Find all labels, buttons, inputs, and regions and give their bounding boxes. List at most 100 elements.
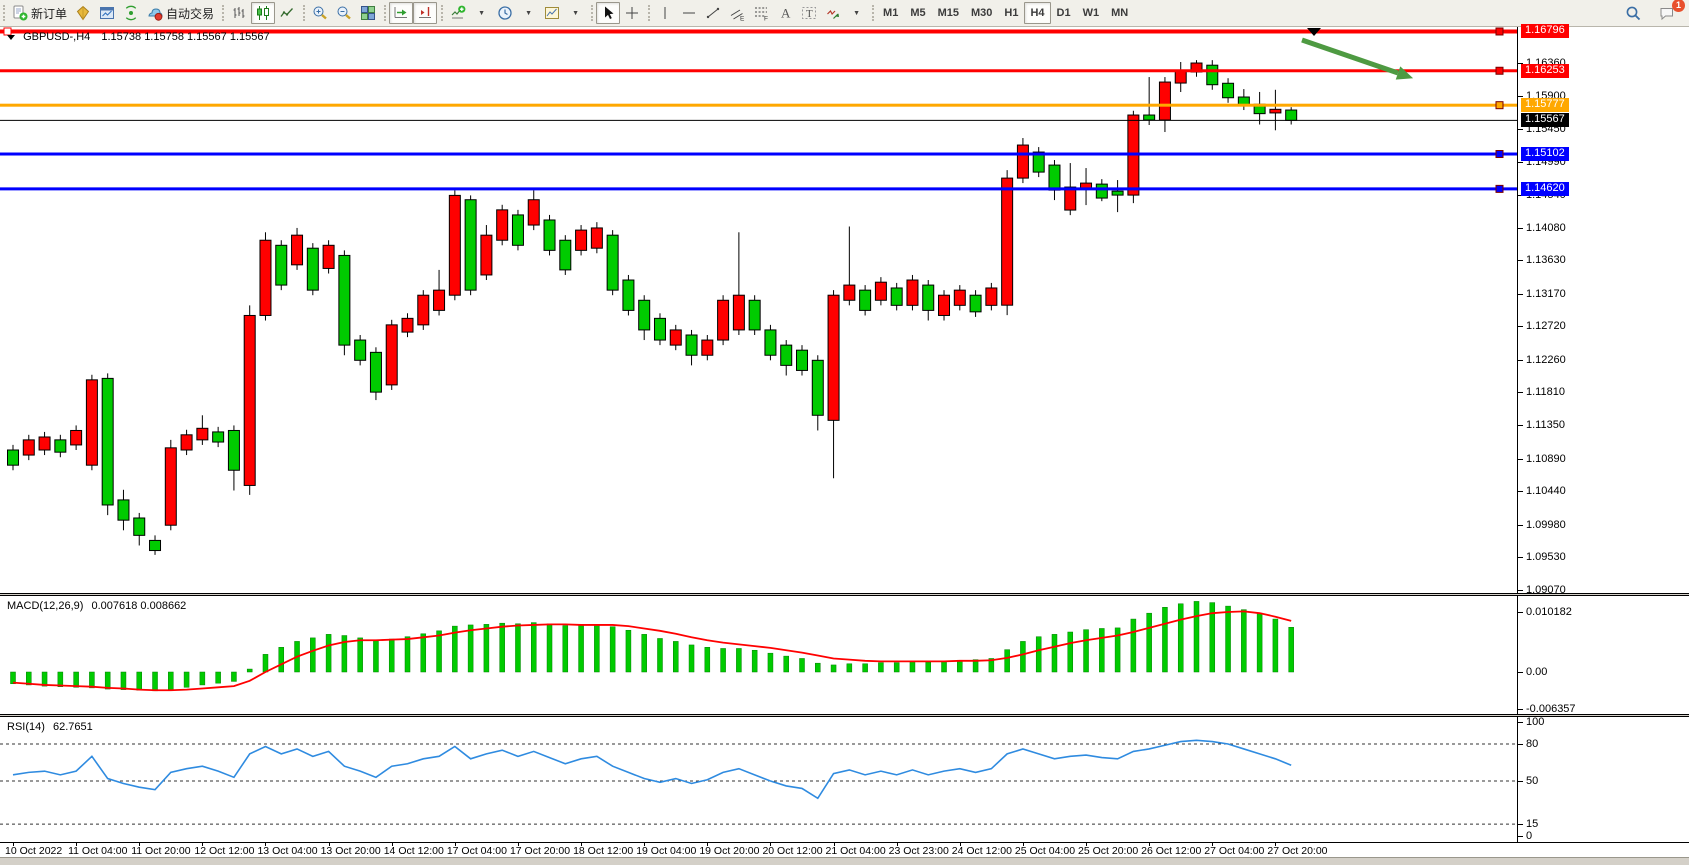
line-chart-button[interactable] [275, 2, 299, 24]
candle [1253, 91, 1266, 125]
arrows-button[interactable] [821, 2, 845, 24]
main-plot-area[interactable]: GBPUSD-,H4 1.15738 1.15758 1.15567 1.155… [0, 27, 1517, 593]
candle [653, 313, 666, 346]
toolbar-group-zoom [302, 1, 383, 25]
macd-signal-line [12, 610, 1292, 692]
panel-splitter[interactable] [0, 593, 1689, 596]
candle [511, 209, 524, 251]
rsi-plot-area[interactable]: RSI(14) 62.7651 [0, 717, 1517, 842]
text-button[interactable]: A [773, 2, 797, 24]
time-tick-label: 25 Oct 04:00 [1014, 845, 1076, 857]
candle [1048, 160, 1061, 201]
axis-tick [1518, 392, 1523, 394]
axis-tick [1518, 194, 1523, 196]
macd-histogram-bar [862, 663, 868, 673]
time-tick [391, 843, 393, 846]
horizontal-level-line-1.15777[interactable] [0, 101, 1517, 110]
macd-histogram-bar [1051, 634, 1058, 673]
new-chart-button[interactable] [95, 2, 119, 24]
chart-shift-icon [419, 7, 432, 18]
macd-histogram-bar [530, 622, 537, 673]
macd-histogram-bar [941, 661, 947, 673]
trendline-button[interactable] [701, 2, 725, 24]
timeframe-m15-button-label: M15 [937, 7, 959, 19]
timeframe-m15-button[interactable]: M15 [932, 2, 965, 24]
symbol-dropdown-icon[interactable] [7, 35, 15, 40]
timeframe-h1-button[interactable]: H1 [998, 2, 1024, 24]
templates-button[interactable] [540, 2, 564, 24]
timeframe-h4-button-label: H4 [1030, 7, 1045, 19]
trend-arrow-annotation[interactable] [1301, 37, 1414, 80]
equidistant-channel-button[interactable]: E [725, 2, 749, 24]
candle [622, 274, 635, 316]
candle [259, 232, 272, 321]
horizontal-line-button[interactable] [677, 2, 701, 24]
horizontal-level-line-1.16796[interactable] [0, 27, 1517, 36]
price-axis[interactable]: 1.163601.159001.154501.149901.145401.140… [1517, 24, 1689, 597]
timeframe-m1-button[interactable]: M1 [877, 2, 904, 24]
indicators-button-dropdown[interactable]: ▼ [478, 9, 485, 17]
price-tick-label: 1.13630 [1526, 254, 1566, 267]
horizontal-level-line-1.15102[interactable] [0, 150, 1517, 159]
vertical-line-button[interactable] [653, 2, 677, 24]
chart-title: GBPUSD-,H4 1.15738 1.15758 1.15567 1.155… [7, 31, 270, 43]
timeframe-m30-button[interactable]: M30 [965, 2, 998, 24]
price-tick-label: 1.13170 [1526, 287, 1566, 300]
object-anchor-triangle-icon[interactable] [1307, 28, 1321, 36]
time-tick [139, 843, 141, 846]
bar-chart-button[interactable] [227, 2, 251, 24]
price-tick-label: 1.09070 [1526, 584, 1566, 597]
cursor-button[interactable] [596, 2, 621, 24]
rsi-axis[interactable]: 100 80 50 15 0 [1517, 716, 1689, 842]
timeframe-mn-button[interactable]: MN [1105, 2, 1134, 24]
horizontal-level-line-1.16253[interactable] [0, 66, 1517, 75]
macd-axis[interactable]: 0.010182 0.00 -0.006357 [1517, 596, 1689, 715]
macd-histogram-bar [957, 659, 963, 673]
timeframe-h4-button[interactable]: H4 [1024, 2, 1051, 24]
chart-shift-button[interactable] [413, 2, 438, 24]
candlestick-chart-button[interactable] [251, 2, 276, 24]
search-button[interactable] [1621, 2, 1645, 24]
rsi-line [12, 739, 1292, 800]
signals-button[interactable] [119, 2, 143, 24]
time-tick [13, 843, 14, 846]
macd-plot-area[interactable]: MACD(12,26,9) 0.007618 0.008662 [0, 596, 1517, 714]
auto-scroll-button[interactable] [389, 2, 414, 24]
depth-of-market-button[interactable] [71, 2, 95, 24]
time-tick-label: 25 Oct 20:00 [1078, 845, 1139, 857]
text-label-button[interactable]: T [797, 2, 821, 24]
time-axis[interactable]: 10 Oct 2022 11 Oct 04:00 11 Oct 20:00 12 Oc… [0, 842, 1689, 857]
panel-splitter[interactable] [0, 714, 1689, 717]
periods-button-dropdown[interactable]: ▼ [525, 9, 532, 17]
macd-histogram-bar [594, 624, 600, 673]
arrows-button-dropdown[interactable]: ▼ [853, 9, 860, 17]
crosshair-button[interactable] [620, 2, 644, 24]
level-price-badge: 1.15777 [1521, 98, 1569, 113]
new-order-button[interactable]: 新订单 [8, 2, 71, 24]
candle [354, 334, 367, 366]
periods-button[interactable] [493, 2, 517, 24]
fibonacci-button[interactable]: F [749, 2, 773, 24]
zoom-out-button[interactable] [332, 2, 356, 24]
timeframe-d1-button[interactable]: D1 [1051, 2, 1077, 24]
macd-histogram-bar [783, 655, 789, 673]
candle [369, 347, 382, 401]
timeframe-m5-button[interactable]: M5 [904, 2, 931, 24]
autotrading-button[interactable]: 自动交易 [143, 2, 218, 24]
timeframe-w1-button-label: W1 [1082, 7, 1100, 19]
macd-histogram-bar [310, 637, 316, 673]
line-drag-marker [1495, 66, 1504, 75]
candle [1111, 180, 1124, 213]
text-label-icon: T [802, 7, 817, 20]
chat-button[interactable]: 1 [1655, 0, 1685, 24]
tile-windows-button[interactable] [356, 2, 380, 24]
templates-button-dropdown[interactable]: ▼ [572, 9, 579, 17]
indicators-button[interactable] [446, 2, 470, 24]
chat-icon [1660, 8, 1673, 21]
horizontal-level-line-1.14620[interactable] [0, 184, 1517, 193]
timeframe-w1-button[interactable]: W1 [1077, 2, 1106, 24]
chart-window: GBPUSD-,H4 1.15738 1.15758 1.15567 1.155… [0, 24, 1689, 865]
zoom-in-button[interactable] [308, 2, 332, 24]
macd-histogram-bar [1099, 628, 1105, 673]
rsi-panel: RSI(14) 62.7651 100 80 50 15 0 [0, 716, 1689, 842]
